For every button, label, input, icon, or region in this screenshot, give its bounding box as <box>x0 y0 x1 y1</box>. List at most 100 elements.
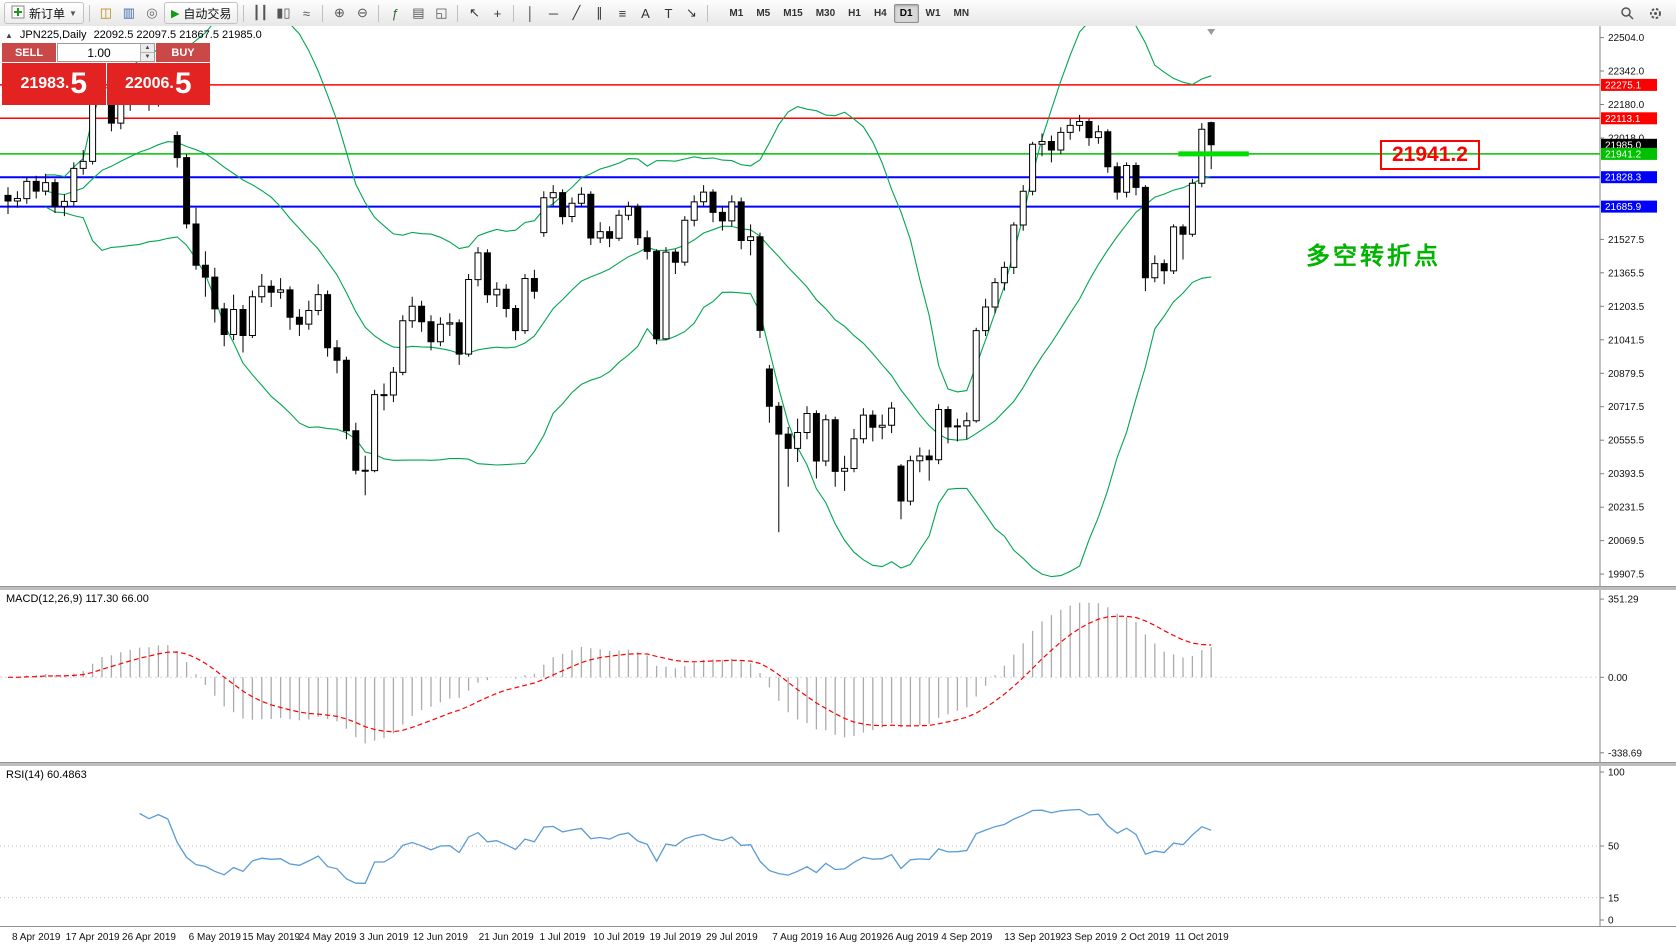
svg-text:22113.1: 22113.1 <box>1605 114 1641 125</box>
turning-point-annotation[interactable]: 多空转折点 <box>1306 243 1441 270</box>
autotrading-button[interactable]: ▶ 自动交易 <box>163 2 239 24</box>
toolbar-separator <box>707 4 709 22</box>
crosshair-icon[interactable]: + <box>493 5 502 21</box>
timeframe-h1[interactable]: H1 <box>848 7 861 19</box>
date-label: 26 Apr 2019 <box>122 932 176 943</box>
level-lines[interactable] <box>0 84 1600 208</box>
date-label: 19 Jul 2019 <box>649 932 702 943</box>
fibonacci-icon[interactable]: ≡ <box>618 5 627 21</box>
sell-button[interactable]: SELL <box>2 43 56 62</box>
templates-icon[interactable]: ▤ <box>412 5 425 20</box>
collapse-marker-icon[interactable]: ▲ <box>5 30 13 40</box>
price-scale[interactable]: 22504.022342.022180.022018.021527.521365… <box>1599 26 1657 586</box>
svg-text:21941.2: 21941.2 <box>1605 149 1642 160</box>
new-order-button[interactable]: 新订单 ▼ <box>4 2 84 24</box>
symbol-label: JPN225,Daily <box>19 29 87 41</box>
svg-text:22504.0: 22504.0 <box>1608 33 1645 44</box>
price-annotation-box[interactable]: 21941.2 <box>1380 140 1480 170</box>
date-label: 23 Sep 2019 <box>1060 932 1118 943</box>
indicators-icon[interactable]: ƒ <box>391 5 400 21</box>
date-label: 8 Apr 2019 <box>12 932 61 943</box>
date-label: 4 Sep 2019 <box>941 932 993 943</box>
volume-value[interactable]: 1.00 <box>87 45 111 60</box>
bull-candles <box>13 77 1206 502</box>
macd-svg[interactable]: 351.29 0.00 -338.69 <box>0 590 1676 762</box>
main-chart-panel[interactable]: 22504.022342.022180.022018.021527.521365… <box>0 26 1676 586</box>
volume-increase-button[interactable]: ▲ <box>141 44 154 53</box>
svg-text:21985.0: 21985.0 <box>1605 140 1642 151</box>
zoom-in-icon[interactable]: ⊕ <box>333 5 345 20</box>
navigator-icon[interactable]: ◎ <box>146 5 158 20</box>
macd-histogram <box>16 602 1212 744</box>
timeframe-m15[interactable]: M15 <box>783 7 803 19</box>
macd-signal-line <box>8 615 1212 733</box>
main-chart-svg[interactable]: 22504.022342.022180.022018.021527.521365… <box>0 26 1676 586</box>
buy-price-big-digit: 5 <box>174 67 192 101</box>
sell-price-big-digit: 5 <box>70 67 88 101</box>
data-window-icon[interactable]: ▥ <box>122 5 136 20</box>
timeframe-m1[interactable]: M1 <box>729 7 744 19</box>
toolbar: 新订单 ▼ ◫ ▥ ◎ ▶ 自动交易 ┃┃ ▮▯ ≈ ⊕ ⊖ ƒ ▤ ◱ ↖ + │ ─ ╱ ∥ ≡ A T ↘ M1 M5 M15 M… <box>0 0 1676 27</box>
svg-text:22180.0: 22180.0 <box>1608 100 1645 111</box>
date-label: 1 Jul 2019 <box>539 932 586 943</box>
rsi-scale[interactable]: 100 50 15 0 <box>1599 766 1625 927</box>
bollinger-middle <box>45 141 1212 441</box>
date-label: 17 Apr 2019 <box>65 932 120 943</box>
svg-text:21685.9: 21685.9 <box>1605 202 1642 213</box>
svg-text:15: 15 <box>1608 893 1620 904</box>
timeframe-m5[interactable]: M5 <box>756 7 771 19</box>
svg-text:22342.0: 22342.0 <box>1608 67 1645 78</box>
timeframe-d1[interactable]: D1 <box>893 3 919 23</box>
toolbar-separator <box>88 4 90 22</box>
date-label: 21 Jun 2019 <box>478 932 534 943</box>
timeframe-m30[interactable]: M30 <box>815 7 836 19</box>
rsi-panel[interactable]: 100 50 15 0 RSI(14) 60.4863 <box>0 766 1676 926</box>
date-label: 10 Jul 2019 <box>593 932 645 943</box>
volume-input[interactable]: 1.00 ▲ ▼ <box>57 43 155 62</box>
bollinger-lower <box>45 206 1212 578</box>
svg-text:20393.5: 20393.5 <box>1608 469 1645 480</box>
trendline-icon[interactable]: ╱ <box>572 5 581 20</box>
svg-text:21365.5: 21365.5 <box>1608 268 1645 279</box>
volume-decrease-button[interactable]: ▼ <box>141 53 154 61</box>
rsi-line <box>139 808 1212 884</box>
buy-price-button[interactable]: 22006. 5 <box>106 63 210 105</box>
settings-icon[interactable] <box>1644 3 1666 23</box>
text-icon[interactable]: A <box>641 5 650 21</box>
svg-text:0: 0 <box>1608 916 1614 927</box>
date-label: 26 Aug 2019 <box>882 932 939 943</box>
autotrading-button-label: 自动交易 <box>183 6 232 21</box>
equidistant-channel-icon[interactable]: ∥ <box>596 5 603 20</box>
market-watch-icon[interactable]: ◫ <box>99 5 113 20</box>
cursor-icon[interactable]: ↖ <box>468 5 480 20</box>
date-label: 13 Sep 2019 <box>1004 932 1061 943</box>
date-label: 15 May 2019 <box>242 932 301 943</box>
chart-shift-marker[interactable] <box>1207 29 1216 35</box>
arrows-icon[interactable]: ↘ <box>685 5 697 20</box>
horizontal-line-icon[interactable]: ─ <box>548 5 559 21</box>
svg-text:20717.5: 20717.5 <box>1608 402 1645 413</box>
line-chart-icon[interactable]: ≈ <box>302 5 310 21</box>
vertical-line-icon[interactable]: │ <box>526 5 535 21</box>
rsi-svg[interactable]: 100 50 15 0 <box>0 766 1676 926</box>
date-label: 16 Aug 2019 <box>825 932 883 943</box>
zoom-out-icon[interactable]: ⊖ <box>356 5 368 20</box>
toolbar-separator <box>457 4 459 22</box>
bar-chart-icon[interactable]: ┃┃ <box>252 5 269 20</box>
macd-panel[interactable]: 351.29 0.00 -338.69 MACD(12,26,9) 117.30 6… <box>0 590 1676 762</box>
time-scale[interactable]: 8 Apr 2019 17 Apr 2019 26 Apr 2019 6 May 20… <box>0 926 1676 951</box>
sell-price-button[interactable]: 21983. 5 <box>2 63 106 105</box>
tile-windows-icon[interactable]: ◱ <box>435 5 448 20</box>
timeframe-mn[interactable]: MN <box>953 7 970 19</box>
svg-text:100: 100 <box>1608 768 1625 779</box>
candlestick-chart-icon[interactable]: ▮▯ <box>276 5 291 20</box>
svg-text:22275.1: 22275.1 <box>1605 80 1642 91</box>
text-label-icon[interactable]: T <box>664 5 673 21</box>
search-icon[interactable] <box>1616 3 1638 23</box>
timeframe-h4[interactable]: H4 <box>873 7 887 19</box>
timeframe-w1[interactable]: W1 <box>925 7 941 19</box>
buy-button[interactable]: BUY <box>156 43 210 62</box>
timeframe-toolbar: M1 M5 M15 M30 H1 H4 D1 W1 MN <box>723 3 975 23</box>
date-label: 29 Jul 2019 <box>705 932 758 943</box>
macd-scale[interactable]: 351.29 0.00 -338.69 <box>1599 590 1642 762</box>
